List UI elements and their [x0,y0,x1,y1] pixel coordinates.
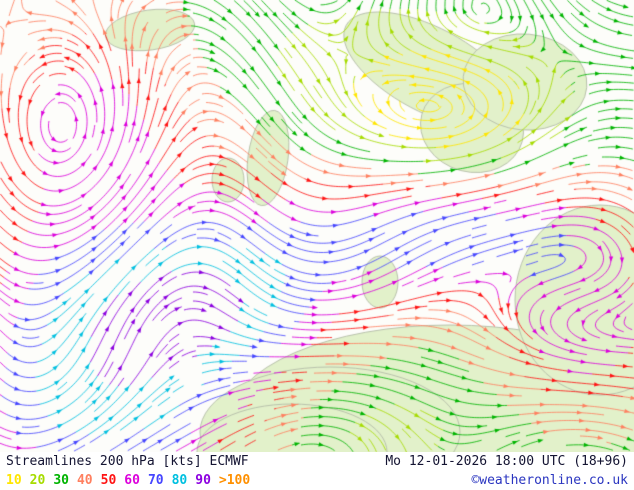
legend-item: 50 [100,473,117,488]
product-label: Streamlines 200 hPa [kts] ECMWF [6,454,249,469]
legend-item: 10 [6,473,22,488]
copyright-link[interactable]: ©weatheronline.co.uk [471,473,628,488]
legend-item: 60 [124,473,140,488]
wind-speed-legend: 10 20 30 40 50 60 70 80 90 >100 [6,473,258,488]
footer-legend-row: 10 20 30 40 50 60 70 80 90 >100 ©weatheronline.co… [0,471,634,490]
footer-title-row: Streamlines 200 hPa [kts] ECMWF Mo 12-01… [0,452,634,471]
valid-time-label: Mo 12-01-2026 18:00 UTC (18+96) [385,454,628,469]
legend-item: 80 [171,473,188,488]
map-footer: Streamlines 200 hPa [kts] ECMWF Mo 12-01… [0,452,634,490]
legend-item: >100 [218,473,251,488]
legend-item: 30 [53,473,69,488]
legend-item: 90 [195,473,211,488]
streamline-map-canvas [0,0,634,452]
legend-item: 20 [29,473,46,488]
legend-item: 40 [76,473,93,488]
legend-item: 70 [147,473,164,488]
